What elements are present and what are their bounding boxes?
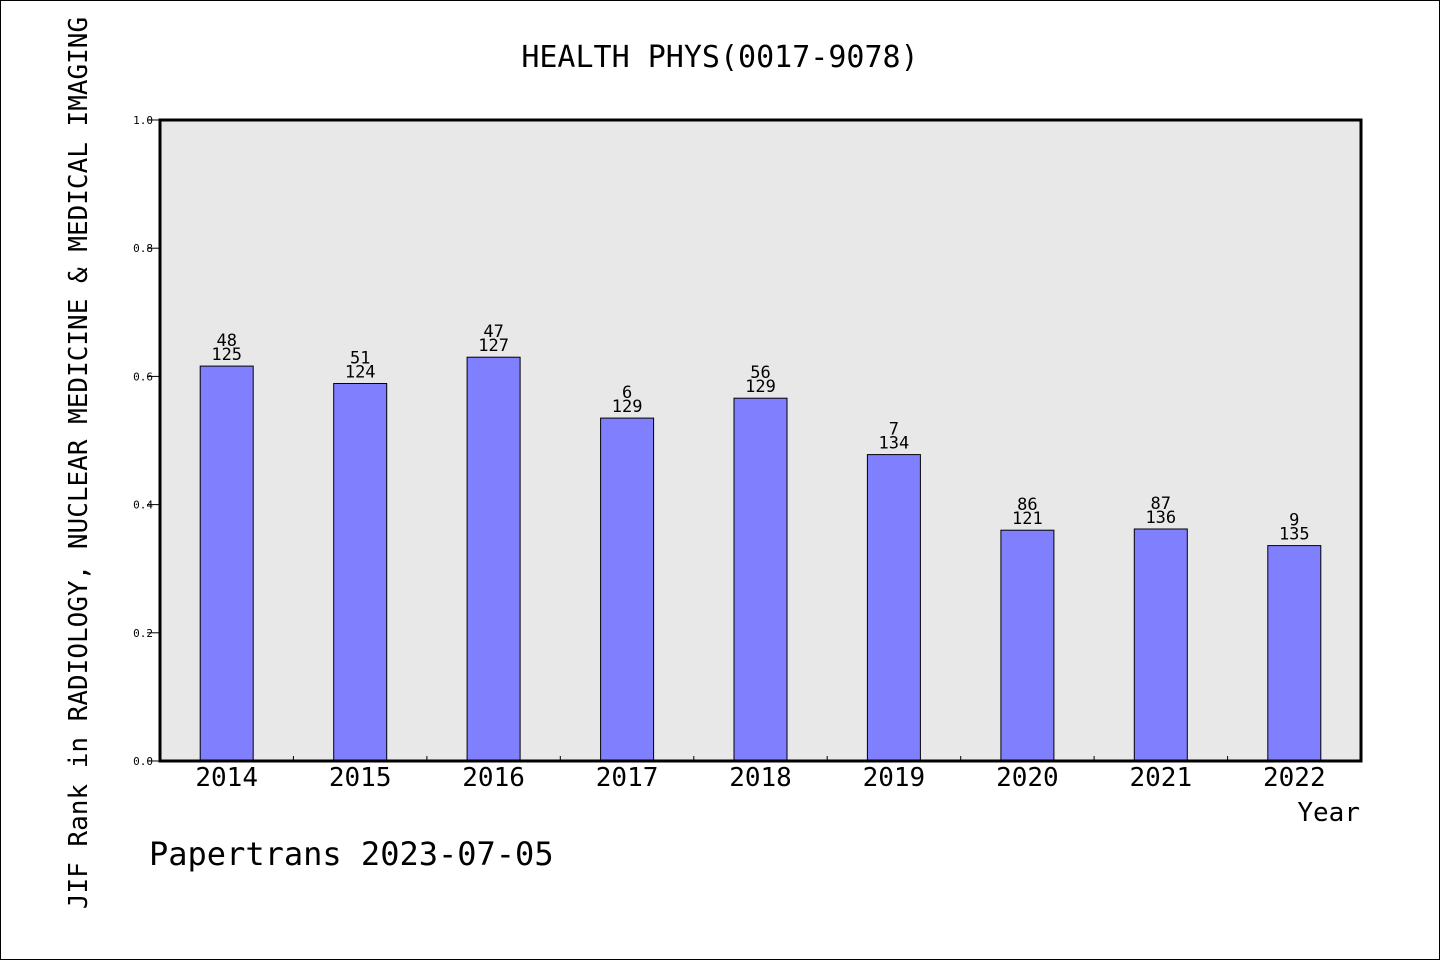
- x-tick-label: 2016: [462, 763, 525, 793]
- bar-2016: [466, 356, 521, 762]
- x-tick-label: 2017: [596, 763, 659, 793]
- bar-2014: [199, 365, 254, 762]
- y-tick-label: 0.4: [133, 499, 153, 512]
- x-axis: 2014 2015 2016 2017 2018 2019 2020 2021 2022: [195, 756, 1326, 793]
- y-tick-label: 0.8: [133, 242, 153, 255]
- x-tick-label: 2022: [1263, 763, 1326, 793]
- bar-2019: [866, 454, 921, 762]
- data-label-total: 124: [345, 363, 376, 383]
- data-label-rank: 87: [1151, 494, 1171, 514]
- data-label-total: 121: [1012, 509, 1043, 529]
- y-tick-label: 0.6: [133, 370, 153, 383]
- data-label-total: 135: [1279, 525, 1310, 545]
- data-label-rank: 86: [1017, 495, 1037, 515]
- x-tick-label: 2018: [729, 763, 792, 793]
- x-tick-label: 2014: [195, 763, 258, 793]
- data-label-rank: 48: [216, 331, 236, 351]
- plot-frame: [158, 118, 1363, 763]
- x-axis-label: Year: [1297, 798, 1360, 828]
- data-label-rank: 7: [889, 420, 899, 440]
- x-tick-label: 2015: [329, 763, 392, 793]
- bars-layer: [199, 356, 1322, 762]
- data-label-total: 125: [211, 345, 242, 365]
- bar-2022: [1267, 545, 1322, 762]
- x-tick-label: 2021: [1129, 763, 1192, 793]
- bar-2020: [1000, 529, 1055, 762]
- bar-2021: [1133, 528, 1188, 762]
- data-label-total: 129: [612, 397, 643, 417]
- bar-2017: [600, 417, 655, 762]
- y-tick-label: 0.0: [133, 755, 153, 768]
- chart-title: HEALTH PHYS(0017-9078): [521, 40, 918, 75]
- data-label-total: 134: [879, 434, 910, 454]
- data-label-total: 136: [1145, 508, 1176, 528]
- data-label-rank: 47: [483, 322, 503, 342]
- data-label-rank: 56: [750, 363, 770, 383]
- data-label-total: 129: [745, 377, 776, 397]
- bar-2015: [333, 383, 388, 762]
- y-tick-label: 1.0: [133, 114, 153, 127]
- data-label-rank: 51: [350, 349, 370, 369]
- bar-2018: [733, 397, 788, 762]
- footer-credit: Papertrans 2023-07-05: [149, 835, 554, 873]
- data-label-rank: 6: [622, 383, 632, 403]
- y-tick-label: 0.2: [133, 627, 153, 640]
- x-tick-label: 2019: [863, 763, 926, 793]
- x-tick-label: 2020: [996, 763, 1059, 793]
- y-axis-label: JIF Rank in RADIOLOGY, NUCLEAR MEDICINE …: [64, 17, 94, 909]
- data-label-total: 127: [478, 336, 509, 356]
- data-label-rank: 9: [1289, 511, 1299, 531]
- y-axis: 0.0 0.2 0.4 0.6 0.8 1.0: [133, 114, 160, 768]
